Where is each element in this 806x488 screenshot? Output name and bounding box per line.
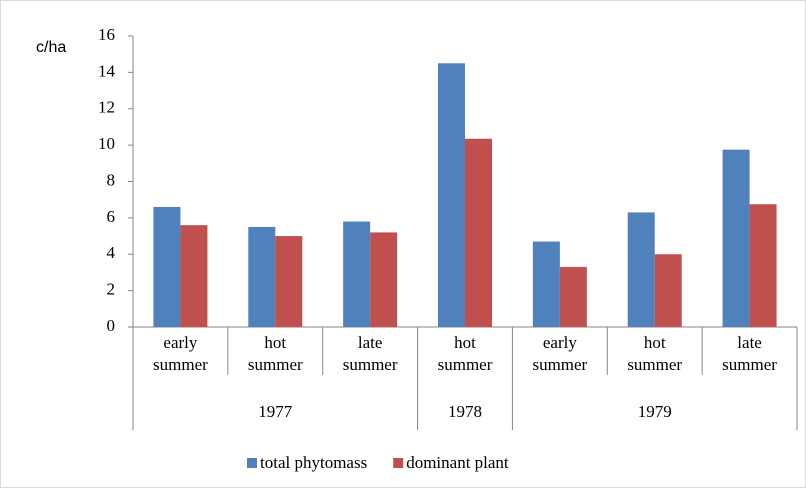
x-tick-label: early summer [532,333,587,374]
x-tick-label: late summer [722,333,777,374]
bar [438,63,465,327]
bar [370,232,398,327]
x-tick-label: hot summer [627,333,682,374]
bar [248,226,276,327]
y-tick-label: 4 [107,243,116,262]
legend-swatch [393,458,404,468]
bar [627,212,655,327]
bar [654,254,682,327]
bar [532,241,560,327]
bar [153,206,181,327]
bar [465,138,492,327]
bar [343,221,371,327]
y-tick-label: 12 [98,98,115,117]
x-tick-label: early summer [153,333,208,374]
y-tick-label: 16 [98,25,115,44]
legend-label: dominant plant [406,453,509,472]
y-axis-label: c/ha [36,39,66,56]
group-label: 1978 [448,402,482,421]
bar [749,204,777,327]
bar [180,225,208,327]
bar [275,236,303,327]
legend-label: total phytomass [260,453,367,472]
group-label: 1979 [638,402,672,421]
x-tick-label: hot summer [248,333,303,374]
bar [559,266,587,327]
x-tick-label: hot summer [438,333,493,374]
legend-swatch [247,458,257,468]
y-tick-label: 10 [98,134,115,153]
y-tick-label: 8 [107,170,116,189]
y-tick-label: 6 [107,207,116,226]
group-label: 1977 [258,402,293,421]
y-tick-label: 0 [107,316,116,335]
bar [722,149,750,327]
y-tick-label: 14 [98,61,116,80]
y-tick-label: 2 [107,280,116,299]
x-tick-label: late summer [343,333,398,374]
